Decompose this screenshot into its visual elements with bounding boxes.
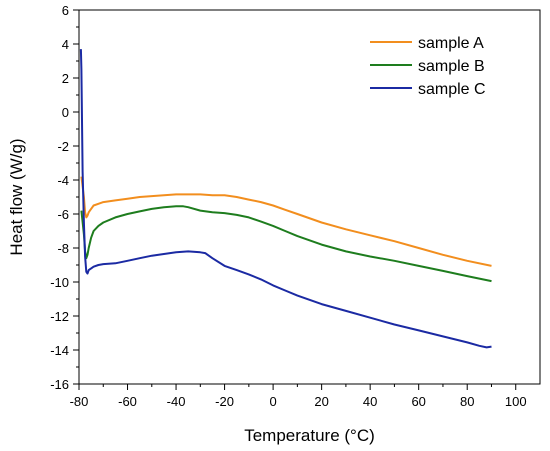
x-tick-label: 40 [363,394,377,409]
x-tick-label: -60 [118,394,137,409]
x-tick-label: -80 [70,394,89,409]
series-line-sample-c [79,49,492,349]
x-tick-label: 20 [314,394,328,409]
y-tick-label: -16 [50,377,69,392]
legend-label: sample A [418,35,484,52]
y-tick-label: -4 [57,173,69,188]
legend: sample A sample B sample C [370,35,486,98]
y-tick-label: 4 [62,37,69,52]
y-tick-label: -6 [57,207,69,222]
series-layer [79,49,492,349]
y-tick-label: -8 [57,241,69,256]
y-tick-label: 6 [62,3,69,18]
x-tick-label: 80 [460,394,474,409]
legend-label: sample C [418,81,486,98]
x-tick-label: -40 [167,394,186,409]
y-tick-label: 2 [62,71,69,86]
x-tick-label: 100 [505,394,527,409]
x-axis-ticks: -80 -60 -40 -20 0 20 40 60 80 100 [70,384,527,409]
y-tick-label: 0 [62,105,69,120]
x-axis-label: Temperature (°C) [244,426,375,445]
y-tick-label: -10 [50,275,69,290]
y-tick-label: -2 [57,139,69,154]
y-axis-label: Heat flow (W/g) [7,138,26,255]
x-tick-label: 60 [411,394,425,409]
x-tick-label: -20 [215,394,234,409]
series-line-sample-b [80,205,492,283]
y-tick-label: -12 [50,309,69,324]
series-line-sample-a [80,176,492,267]
legend-label: sample B [418,58,485,75]
y-axis-ticks: 6 4 2 0 -2 -4 -6 -8 -10 -12 -14 -16 [50,3,79,392]
x-tick-label: 0 [269,394,276,409]
y-tick-label: -14 [50,343,69,358]
